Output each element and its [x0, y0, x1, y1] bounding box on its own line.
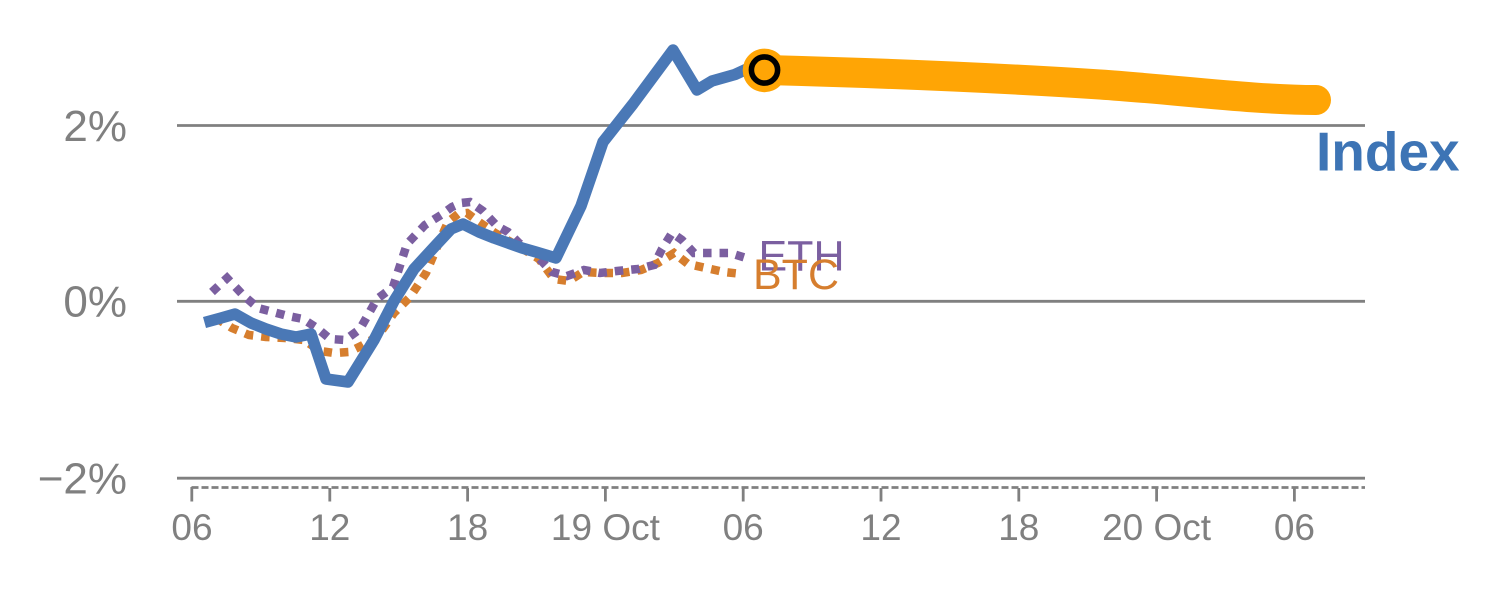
svg-text:BTC: BTC [753, 251, 839, 299]
svg-text:19 Oct: 19 Oct [551, 507, 661, 548]
svg-text:12: 12 [309, 507, 350, 548]
svg-text:12: 12 [860, 507, 901, 548]
svg-text:2%: 2% [63, 102, 127, 151]
svg-text:06: 06 [171, 507, 212, 548]
svg-text:18: 18 [447, 507, 488, 548]
svg-text:−2%: −2% [38, 455, 127, 504]
svg-text:20 Oct: 20 Oct [1102, 507, 1212, 548]
svg-text:Index: Index [1316, 121, 1460, 183]
svg-text:0%: 0% [63, 278, 127, 327]
svg-text:18: 18 [998, 507, 1039, 548]
svg-text:06: 06 [723, 507, 764, 548]
svg-text:ETH: ETH [759, 233, 845, 281]
svg-text:06: 06 [1274, 507, 1315, 548]
